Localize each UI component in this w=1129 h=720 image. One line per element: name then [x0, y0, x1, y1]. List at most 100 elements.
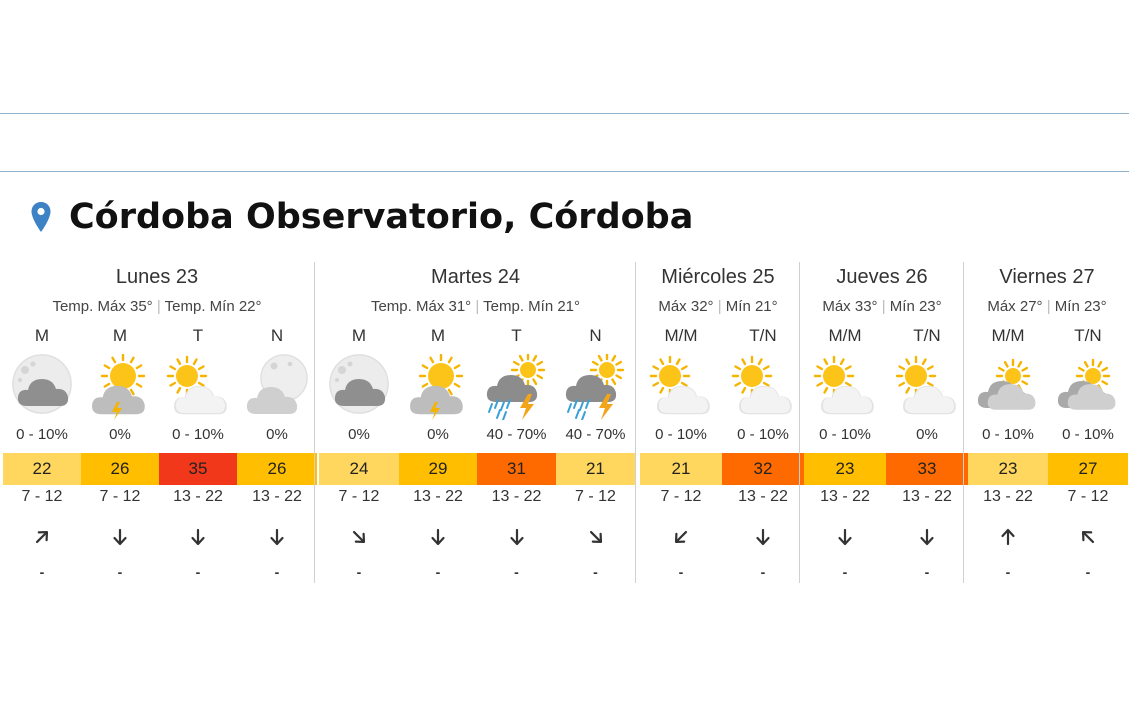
wind-direction-arrow-icon — [268, 528, 286, 546]
period-label: M — [351, 326, 367, 345]
gust-value: - — [1085, 564, 1091, 580]
period-column: M 0% 26 7 - 12 - — [81, 262, 159, 583]
period-label: M — [112, 326, 128, 345]
day-max-temp: Máx 32° — [658, 298, 714, 315]
day-min-temp: Mín 23° — [889, 298, 942, 315]
day-column: Martes 24 Temp. Máx 31° | Temp. Mín 21° M … — [314, 262, 636, 583]
wind-speed: 13 - 22 — [413, 488, 463, 505]
day-max-temp: Máx 33° — [822, 298, 878, 315]
thunderstorm-rain-icon — [563, 352, 629, 421]
temperature-cell: 24 — [319, 453, 399, 485]
temperature-cell: 33 — [886, 453, 968, 485]
map-pin-icon — [31, 202, 51, 232]
day-max-temp: Máx 27° — [987, 298, 1043, 315]
day-column: Lunes 23 Temp. Máx 35° | Temp. Mín 22° M 0… — [0, 262, 317, 583]
separator-pipe: | — [1046, 298, 1051, 315]
separator-pipe: | — [717, 298, 722, 315]
rain-probability: 0% — [427, 426, 449, 443]
temperature-cell: 26 — [237, 453, 317, 485]
period-label: T/N — [1074, 326, 1102, 345]
temperature-cell: 23 — [804, 453, 886, 485]
period-column: N 40 - 70% 21 7 - 12 - — [556, 262, 635, 583]
period-column: M/M 0 - 10% 23 13 - 22 - — [968, 262, 1048, 583]
rain-probability: 40 - 70% — [486, 426, 547, 443]
period-column: M 0% 29 13 - 22 - — [399, 262, 477, 583]
day-temp-range: Temp. Máx 35° | Temp. Mín 22° — [0, 298, 314, 315]
gust-value: - — [435, 564, 441, 580]
gust-value: - — [356, 564, 362, 580]
period-label: T — [511, 326, 522, 345]
gust-value: - — [678, 564, 684, 580]
partly-cloudy-icon — [894, 354, 960, 420]
day-name: Viernes 27 — [999, 266, 1095, 288]
rain-probability: 0 - 10% — [1062, 426, 1114, 443]
rain-probability: 0 - 10% — [982, 426, 1034, 443]
period-column: T/N 0% 33 13 - 22 - — [886, 262, 968, 583]
period-column: T/N 0 - 10% 27 7 - 12 - — [1048, 262, 1128, 583]
temperature-cell: 23 — [968, 453, 1048, 485]
period-label: M/M — [828, 326, 862, 345]
top-divider-line — [0, 113, 1129, 114]
rain-probability: 0 - 10% — [819, 426, 871, 443]
gust-value: - — [274, 564, 280, 580]
period-column: T 0 - 10% 35 13 - 22 - — [159, 262, 237, 583]
day-column: Viernes 27 Máx 27° | Mín 23° M/M 0 - 10% 23… — [963, 262, 1129, 583]
wind-speed: 13 - 22 — [820, 488, 870, 505]
rain-probability: 0 - 10% — [655, 426, 707, 443]
period-label: T/N — [913, 326, 941, 345]
period-column: M/M 0 - 10% 23 13 - 22 - — [804, 262, 886, 583]
cloudy-night-icon — [9, 354, 75, 420]
wind-direction-arrow-icon — [429, 528, 447, 546]
day-name: Jueves 26 — [836, 266, 928, 288]
day-name: Lunes 23 — [115, 266, 199, 288]
location-title: Córdoba Observatorio, Córdoba — [69, 197, 694, 237]
rain-probability: 0% — [266, 426, 288, 443]
period-label: M — [430, 326, 446, 345]
period-label: T — [192, 326, 204, 345]
rain-probability: 40 - 70% — [565, 426, 626, 443]
gust-value: - — [924, 564, 930, 580]
period-column: N 0% 26 13 - 22 - — [237, 262, 317, 583]
period-label: M/M — [991, 326, 1025, 345]
wind-direction-arrow-icon — [350, 528, 368, 546]
wind-speed: 13 - 22 — [173, 488, 223, 505]
gust-value: - — [195, 564, 201, 580]
wind-direction-arrow-icon — [1079, 528, 1097, 546]
day-temp-range: Máx 27° | Mín 23° — [964, 298, 1129, 315]
day-column: Miércoles 25 Máx 32° | Mín 21° M/M 0 - 10%… — [635, 262, 804, 583]
period-column: M/M 0 - 10% 21 7 - 12 - — [640, 262, 722, 583]
wind-speed: 13 - 22 — [983, 488, 1033, 505]
gust-value: - — [760, 564, 766, 580]
mostly-cloudy-icon — [975, 354, 1041, 420]
day-min-temp: Mín 21° — [725, 298, 778, 315]
separator-pipe: | — [475, 298, 480, 315]
wind-direction-arrow-icon — [999, 528, 1017, 546]
cloudy-night-icon — [326, 354, 392, 420]
day-temp-range: Máx 33° | Mín 23° — [800, 298, 964, 315]
separator-pipe: | — [881, 298, 886, 315]
gust-value: - — [593, 564, 598, 580]
wind-speed: 7 - 12 — [1067, 488, 1109, 505]
temperature-cell: 31 — [477, 453, 556, 485]
wind-speed: 7 - 12 — [660, 488, 702, 505]
temperature-cell: 26 — [81, 453, 159, 485]
location-header: Córdoba Observatorio, Córdoba — [30, 193, 693, 241]
rain-probability: 0 - 10% — [737, 426, 789, 443]
wind-speed: 13 - 22 — [738, 488, 788, 505]
temperature-cell: 21 — [640, 453, 722, 485]
wind-speed: 7 - 12 — [21, 488, 63, 505]
temperature-cell: 32 — [722, 453, 804, 485]
period-label: N — [270, 326, 284, 345]
wind-direction-arrow-icon — [189, 528, 207, 546]
day-min-temp: Mín 23° — [1054, 298, 1107, 315]
rain-probability: 0% — [348, 426, 370, 443]
day-name: Martes 24 — [431, 266, 520, 288]
wind-speed: 13 - 22 — [252, 488, 302, 505]
wind-direction-arrow-icon — [111, 528, 129, 546]
period-column: M 0 - 10% 22 7 - 12 - — [3, 262, 81, 583]
wind-speed: 7 - 12 — [575, 488, 616, 505]
day-max-temp: Temp. Máx 35° — [52, 298, 153, 315]
temperature-cell: 35 — [159, 453, 237, 485]
separator-pipe: | — [156, 298, 161, 315]
wind-speed: 13 - 22 — [491, 488, 542, 505]
